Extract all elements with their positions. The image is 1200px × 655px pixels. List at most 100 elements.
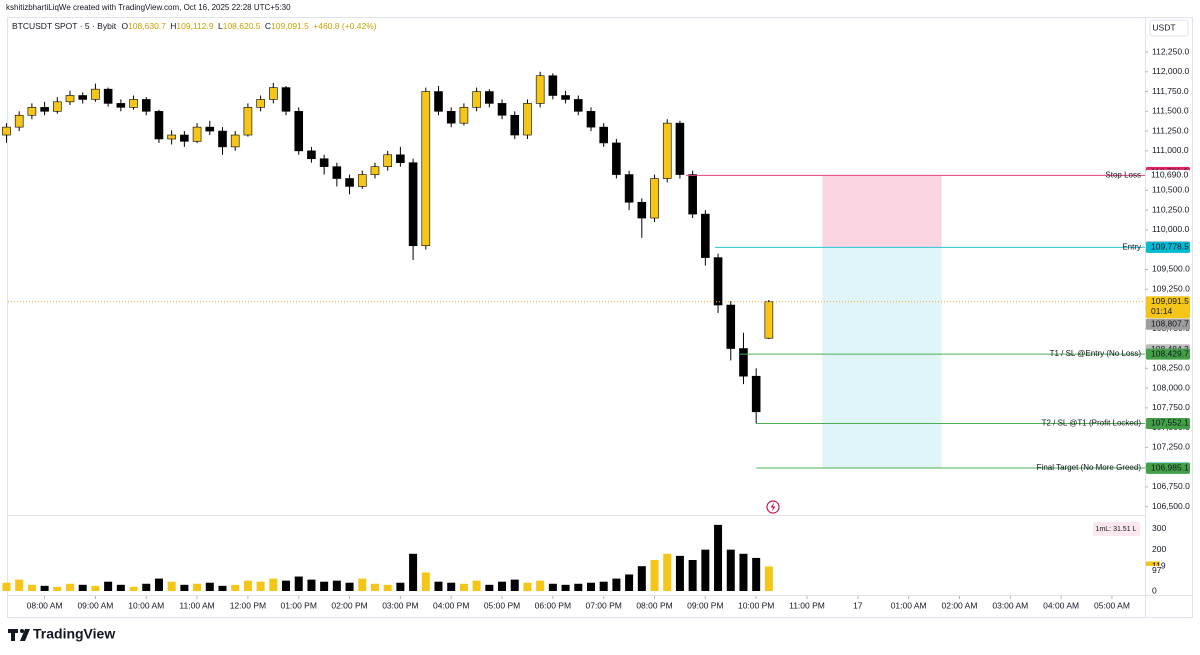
- y-tick-label: 107,250.0: [1152, 442, 1190, 452]
- chart-frame: [7, 17, 1193, 618]
- volume-bar: [459, 583, 468, 591]
- open-key: O: [121, 21, 128, 31]
- y-tick-label: 108,250.0: [1152, 363, 1190, 373]
- candle-body: [319, 158, 329, 167]
- candle-body: [14, 114, 24, 128]
- volume-tag: [1146, 565, 1160, 576]
- volume-bar: [739, 553, 748, 591]
- x-tick-label: 02:00 PM: [331, 600, 367, 610]
- y-tick-label: 111,250.0: [1152, 125, 1189, 135]
- candle-body: [243, 107, 253, 136]
- currency-box[interactable]: [1149, 19, 1189, 37]
- price-tag: [1146, 462, 1190, 474]
- candle-body: [294, 111, 304, 152]
- volume-bar: [625, 574, 634, 591]
- candle-body: [256, 99, 265, 108]
- candle-body: [370, 166, 380, 175]
- y-tick-label: 107,750.0: [1152, 402, 1190, 412]
- close-value: 109,091.5: [271, 21, 309, 31]
- y-tick-label: 112,250.0: [1152, 46, 1189, 56]
- candle-body: [751, 375, 761, 413]
- price-tag-label: 110,690.0: [1151, 170, 1188, 180]
- volume-bar: [256, 581, 265, 591]
- volume-bar: [510, 579, 519, 591]
- currency[interactable]: USDT: [1152, 22, 1175, 32]
- volume-bar: [282, 580, 291, 591]
- price-tag-label: 109,778.5: [1151, 242, 1189, 252]
- volume-bar: [447, 582, 456, 591]
- brand-name[interactable]: TradingView: [33, 626, 115, 642]
- volume-bar: [332, 580, 341, 591]
- candle-body: [548, 75, 558, 96]
- symbol-legend: BTCUSDT SPOT · 5 · Bybit O108,630.7 H109…: [12, 21, 377, 31]
- high-key: H: [170, 21, 176, 31]
- x-tick-label: 03:00 AM: [992, 600, 1028, 610]
- volume-bar: [180, 584, 189, 591]
- price-tag: [1146, 417, 1190, 429]
- volume-bar: [536, 580, 545, 591]
- volume-bar: [726, 549, 735, 591]
- candle-body: [141, 99, 151, 112]
- volume-bar: [2, 582, 11, 591]
- volume-bar: [523, 582, 532, 591]
- x-tick-label: 08:00 PM: [636, 600, 672, 610]
- volume-bar: [358, 578, 367, 591]
- volume-bar: [409, 553, 418, 591]
- volume-bar: [129, 586, 138, 591]
- logo-mark[interactable]: [8, 629, 18, 641]
- brand-logo[interactable]: TradingView: [8, 626, 115, 642]
- candle-body: [383, 154, 392, 167]
- candle-body: [510, 114, 520, 136]
- candle-body: [459, 107, 469, 124]
- x-tick-label: 01:00 PM: [281, 600, 317, 610]
- x-tick-label: 01:00 AM: [891, 600, 927, 610]
- candle-body: [599, 126, 608, 144]
- volume-bar: [485, 584, 494, 591]
- price-tag: [1146, 169, 1190, 181]
- volume-bar: [243, 580, 252, 591]
- candle-body: [180, 134, 189, 142]
- candles: [2, 71, 774, 591]
- y-tick-label: 111,500.0: [1152, 106, 1189, 116]
- candle-body: [408, 162, 418, 247]
- alert-icon[interactable]: [766, 500, 780, 514]
- logo-slash[interactable]: [20, 629, 30, 641]
- volume-bar: [370, 583, 379, 591]
- position-zones: [822, 175, 942, 468]
- candle-body: [561, 95, 570, 100]
- y-tick-label: 106,750.0: [1152, 481, 1190, 491]
- candle-body: [485, 91, 494, 104]
- volume-bar: [167, 581, 176, 591]
- candle-body: [764, 301, 774, 339]
- volume-bar: [27, 584, 36, 591]
- volume-note: 1mL: 31.51 L: [1096, 526, 1137, 533]
- candle-body: [281, 87, 291, 112]
- volume-bar: [104, 581, 113, 591]
- price-tag-label: 106,985.1: [1151, 463, 1189, 473]
- y-tick-label: 111,750.0: [1152, 86, 1189, 96]
- volume-bar: [142, 583, 151, 591]
- logo-dot[interactable]: [20, 629, 24, 633]
- volume-bar: [154, 578, 163, 591]
- candle-body: [650, 178, 659, 219]
- candle-body: [116, 103, 126, 108]
- x-tick-label: 04:00 PM: [433, 600, 469, 610]
- x-tick-label: 05:00 AM: [1094, 600, 1130, 610]
- volume-bar: [637, 566, 646, 591]
- volume-bar: [421, 572, 430, 591]
- candle-body: [675, 122, 685, 175]
- candle-body: [497, 103, 507, 116]
- candle-body: [688, 174, 697, 215]
- x-tick-label: 12:00 PM: [230, 600, 266, 610]
- volume-bar: [294, 576, 303, 591]
- candle-body: [230, 134, 240, 148]
- candle-body: [129, 99, 138, 108]
- alert-bolt[interactable]: [770, 502, 776, 512]
- y-tick-label: 109,250.0: [1152, 283, 1190, 293]
- candle-body: [713, 257, 723, 306]
- volume-bar: [231, 584, 240, 591]
- x-tick-label: 09:00 AM: [77, 600, 113, 610]
- price-tag: [1146, 296, 1190, 319]
- candle-body: [65, 95, 75, 103]
- x-tick-label: 08:00 AM: [27, 600, 63, 610]
